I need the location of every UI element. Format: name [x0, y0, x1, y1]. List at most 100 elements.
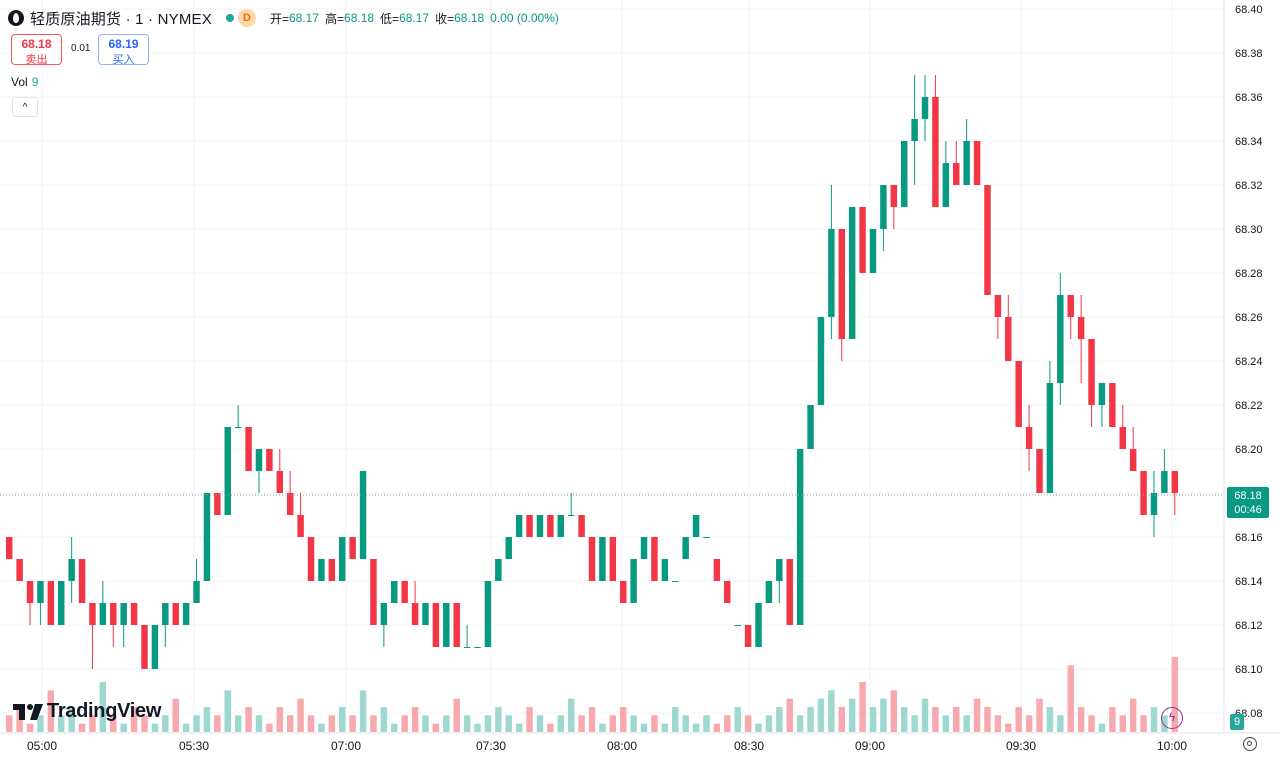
- candle-body: [630, 559, 637, 603]
- volume-bar: [724, 715, 731, 732]
- candle-body: [1077, 317, 1085, 339]
- candle-body: [193, 581, 200, 603]
- volume-bar: [141, 715, 148, 732]
- volume-bar: [1109, 707, 1116, 732]
- candle-body: [1150, 493, 1158, 515]
- sell-button[interactable]: 68.18 卖出: [11, 34, 62, 66]
- volume-bar: [692, 723, 700, 732]
- volume-bar: [182, 723, 190, 732]
- volume-bar: [203, 707, 211, 732]
- volume-bar: [765, 715, 773, 732]
- volume-bar: [672, 707, 679, 732]
- candle-body: [724, 581, 731, 603]
- volume-bar: [484, 715, 492, 732]
- candle-body: [744, 625, 752, 647]
- candle-body: [443, 603, 450, 647]
- candle-body: [89, 603, 96, 625]
- candle-body: [26, 581, 34, 603]
- volume-bar: [1025, 715, 1033, 732]
- volume-bar: [911, 715, 918, 732]
- volume-bar: [5, 715, 13, 732]
- volume-bar: [661, 723, 669, 732]
- volume-bar: [942, 715, 950, 732]
- volume-bar: [703, 715, 710, 732]
- volume-bar: [776, 707, 783, 732]
- candle-body: [859, 207, 866, 273]
- open-key: 开=: [269, 11, 289, 26]
- candle-body: [1171, 471, 1179, 493]
- candle-body: [370, 559, 377, 625]
- candle-body: [1088, 339, 1095, 405]
- candle-body: [640, 537, 648, 559]
- tv-logo-icon: [13, 703, 43, 720]
- candle-body: [276, 471, 284, 493]
- candle-body: [359, 471, 367, 559]
- candle-body: [1046, 383, 1054, 493]
- volume-bar: [110, 715, 117, 732]
- volume-bar: [474, 723, 481, 732]
- candle-body: [463, 647, 471, 648]
- settings-gear-icon[interactable]: [1243, 737, 1257, 751]
- volume-bar: [807, 707, 814, 732]
- candle-body: [578, 515, 585, 537]
- candle-body: [994, 295, 1002, 317]
- candle-body: [453, 603, 460, 647]
- volume-bar: [1046, 707, 1054, 732]
- candle-body: [318, 559, 325, 581]
- candle-body: [349, 537, 356, 559]
- candle-body: [588, 537, 596, 581]
- candle-body: [755, 603, 762, 647]
- volume-bar: [422, 715, 429, 732]
- candle-body: [547, 515, 554, 537]
- volume-bar: [651, 715, 658, 732]
- symbol-title[interactable]: 轻质原油期货 · 1 · NYMEX: [30, 10, 212, 28]
- buy-price: 68.19: [108, 37, 139, 51]
- x-tick-label: 09:30: [1006, 739, 1036, 753]
- volume-bar: [1150, 707, 1158, 732]
- low-key: 低=: [380, 11, 400, 26]
- candle-body: [99, 603, 107, 625]
- candle-body: [16, 559, 23, 581]
- y-tick-label: 68.38: [1235, 48, 1263, 60]
- candle-body: [422, 603, 429, 625]
- volume-bar: [848, 698, 856, 732]
- candle-body: [984, 185, 991, 295]
- y-tick-label: 68.30: [1235, 224, 1263, 236]
- last-price: 68.18: [1234, 490, 1262, 502]
- volume-bar: [130, 707, 138, 732]
- flash-icon[interactable]: ϟ: [1161, 707, 1183, 729]
- volume-bar: [349, 715, 356, 732]
- volume-bar: [1036, 698, 1043, 732]
- volume-bar: [682, 715, 689, 732]
- candle-body: [828, 229, 835, 317]
- volume-value: 9: [31, 75, 39, 89]
- candle-body: [328, 559, 336, 581]
- candle-body: [110, 603, 117, 625]
- x-tick-label: 08:30: [734, 739, 764, 753]
- candle-body: [495, 559, 502, 581]
- candle-body: [401, 581, 408, 603]
- volume-bar: [1129, 698, 1137, 732]
- buy-button[interactable]: 68.19 买入: [98, 34, 149, 66]
- candle-body: [1036, 449, 1043, 493]
- volume-bar: [588, 707, 596, 732]
- volume-legend[interactable]: Vol 9: [11, 75, 38, 89]
- tradingview-logo[interactable]: TradingView: [13, 700, 161, 723]
- volume-bar: [1140, 715, 1147, 732]
- volume-bar: [609, 715, 617, 732]
- candle-body: [567, 515, 575, 516]
- volume-bar: [359, 690, 367, 732]
- y-tick-label: 68.14: [1235, 576, 1263, 588]
- volume-bar: [890, 690, 898, 732]
- volume-bar: [266, 723, 273, 732]
- volume-bar: [869, 707, 877, 732]
- volume-bar: [557, 715, 565, 732]
- collapse-legend-button[interactable]: ^: [12, 97, 38, 117]
- candle-body: [297, 515, 304, 537]
- volume-bar: [567, 698, 575, 732]
- candle-body: [807, 405, 814, 449]
- candle-body: [1015, 361, 1022, 427]
- volume-bar: [599, 723, 606, 732]
- candle-body: [932, 97, 939, 207]
